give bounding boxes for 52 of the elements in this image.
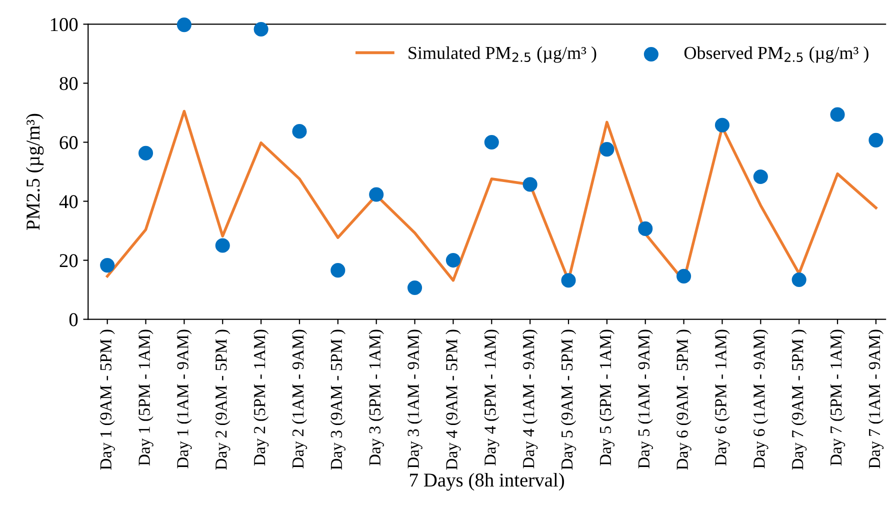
x-tick-label: Day 4 (5PM - 1AM) [484, 330, 500, 466]
x-tick-label: Day 1 (1AM - 9AM) [176, 330, 192, 468]
point [714, 118, 730, 132]
point [484, 134, 499, 150]
point [522, 177, 538, 192]
y-tick-label: 100 [50, 18, 78, 32]
x-tick-label: Day 6 (1AM - 9AM) [753, 330, 768, 468]
x-tick-label: Day 5 (9AM - 5PM ) [560, 330, 576, 470]
point [369, 187, 384, 202]
x-tick-label: Day 2 (9AM - 5PM ) [215, 330, 230, 470]
y-tick-label: 40 [59, 195, 78, 208]
point [330, 263, 346, 278]
point [215, 238, 230, 253]
x-tick-label: Day 6 (5PM - 1AM) [714, 330, 730, 466]
y-tick-label: 20 [60, 254, 78, 268]
x-tick-label: Day 1 (5PM - 1AM) [138, 330, 154, 466]
point [407, 280, 422, 296]
x-tick-label: Day 7 (1AM - 9AM) [868, 330, 884, 468]
point [254, 22, 268, 37]
point [138, 146, 154, 160]
point [792, 272, 806, 288]
y-tick-label: 80 [60, 77, 78, 90]
point [868, 132, 884, 148]
x-axis-title: 7 Days (8h interval) [410, 472, 564, 491]
x-tick-label: Day 5 (5PM - 1AM) [599, 330, 615, 466]
x-tick-label: Day 4 (1AM - 9AM) [522, 330, 538, 468]
x-tick-label: Day 2 (5PM - 1AM) [253, 330, 269, 466]
y-tick-label: 60 [60, 136, 78, 150]
x-tick-label: Day 1 (9AM - 5PM ) [100, 330, 115, 470]
x-tick-label: Day 6 (9AM - 5PM ) [676, 330, 692, 470]
y-tick-label: 0 [69, 313, 78, 326]
point [446, 252, 460, 268]
point [830, 107, 845, 122]
point [676, 268, 692, 284]
x-tick-label: Day 7 (5PM - 1AM) [830, 330, 846, 466]
x-tick-label: Day 4 (9AM - 5PM ) [446, 330, 461, 470]
x-tick-label: Day 3 (1AM - 9AM) [407, 330, 422, 468]
point [176, 18, 192, 32]
x-tick-label: Day 7 (9AM - 5PM ) [792, 330, 807, 470]
x-tick-label: Day 3 (9AM - 5PM ) [330, 330, 346, 470]
x-tick-label: Day 2 (1AM - 9AM) [292, 330, 308, 468]
point [561, 273, 576, 288]
legend-label: Observed PM$_{2.5}$ (µg/m³ ) [684, 46, 868, 63]
point [100, 258, 115, 273]
x-tick-label: Day 5 (1AM - 9AM) [638, 330, 653, 468]
point [292, 124, 307, 139]
legend-label: Simulated PM$_{2.5}$ (µg/m³ ) [408, 46, 596, 63]
point [600, 142, 614, 157]
y-axis-title: PM2.5 (µg/m³) [26, 114, 44, 230]
point [753, 169, 768, 184]
point [638, 221, 653, 236]
x-tick-label: Day 3 (5PM - 1AM) [368, 330, 384, 466]
